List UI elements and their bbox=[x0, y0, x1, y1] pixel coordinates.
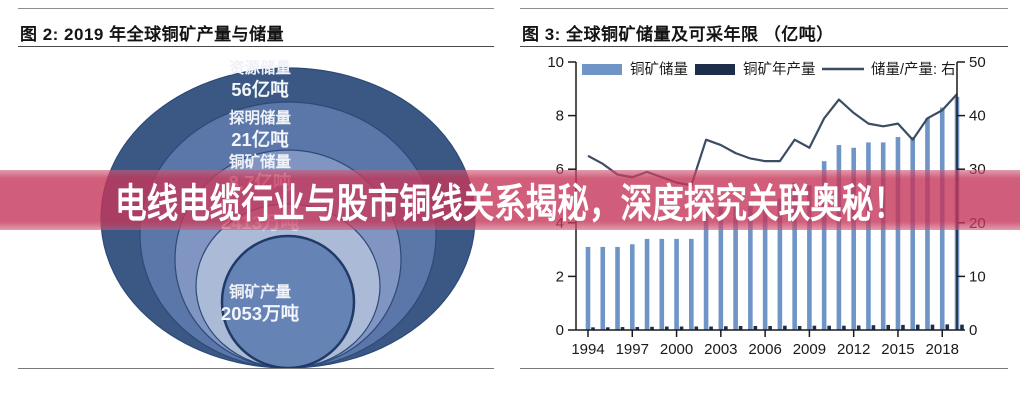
headline-banner: 电线电缆行业与股市铜线关系揭秘，深度探究关联奥秘！ bbox=[0, 170, 1020, 230]
production-bar bbox=[827, 325, 831, 330]
venn-circle-5 bbox=[220, 234, 356, 368]
production-bar bbox=[768, 325, 772, 330]
legend-swatch-reserves bbox=[582, 64, 622, 75]
x-tick-label: 2015 bbox=[881, 341, 914, 358]
reserve-bar bbox=[615, 246, 620, 330]
x-tick-label: 2006 bbox=[748, 341, 781, 358]
production-bar bbox=[797, 325, 802, 330]
reserve-bar bbox=[762, 201, 768, 330]
production-bar bbox=[709, 326, 713, 330]
right-tick-label: 50 bbox=[969, 54, 986, 71]
legend-label-ratio: 储量/产量: 右 bbox=[871, 61, 956, 78]
figure3-top-rule bbox=[520, 8, 1008, 9]
reserve-bar bbox=[674, 238, 679, 330]
reserve-bar bbox=[659, 238, 665, 330]
headline-text: 电线电缆行业与股市铜线关系揭秘，深度探究关联奥秘！ bbox=[115, 182, 905, 226]
production-bar bbox=[620, 327, 625, 330]
x-tick-label: 1994 bbox=[571, 341, 604, 358]
production-bar bbox=[856, 325, 861, 330]
venn-label-2: 探明储量 bbox=[229, 108, 292, 127]
production-bar bbox=[724, 326, 728, 330]
production-bar bbox=[945, 324, 950, 330]
production-bar bbox=[605, 327, 610, 330]
x-tick-label: 2012 bbox=[837, 341, 870, 358]
figure3-title-rule bbox=[520, 46, 1008, 47]
reserve-bar bbox=[703, 201, 709, 330]
production-bar bbox=[886, 324, 890, 330]
reserve-bar bbox=[836, 145, 842, 330]
legend-label-reserves: 铜矿储量 bbox=[630, 61, 688, 78]
reserve-bar bbox=[910, 137, 916, 330]
right-tick-label: 40 bbox=[969, 108, 986, 125]
x-tick-label: 2009 bbox=[793, 341, 826, 358]
production-bar bbox=[812, 325, 817, 330]
production-bar bbox=[679, 326, 684, 330]
venn-value-1: 56亿吨 bbox=[231, 79, 289, 100]
production-bar bbox=[650, 326, 654, 330]
venn-value-2: 21亿吨 bbox=[231, 129, 289, 150]
x-tick-label: 2003 bbox=[704, 341, 737, 358]
figure2-bottom-rule bbox=[18, 368, 494, 369]
x-tick-label: 2018 bbox=[926, 341, 959, 358]
production-bar bbox=[930, 324, 935, 330]
venn-label-1: 资源储量 bbox=[229, 58, 292, 77]
production-bar bbox=[960, 324, 964, 330]
reserve-bar bbox=[777, 198, 783, 330]
left-tick-label: 6 bbox=[556, 161, 564, 178]
reserve-bar bbox=[880, 142, 886, 330]
production-bar bbox=[694, 326, 699, 330]
figure3-title: 图 3: 全球铜矿储量及可采年限 （亿吨） bbox=[522, 25, 834, 44]
production-bar bbox=[738, 325, 743, 330]
reserve-bar bbox=[600, 246, 606, 330]
reserve-bar bbox=[807, 185, 812, 330]
reserve-bar bbox=[792, 182, 797, 330]
x-tick-label: 1997 bbox=[616, 341, 649, 358]
figure2-title-rule bbox=[18, 46, 494, 47]
reserve-bar bbox=[821, 161, 827, 330]
x-tick-label: 2000 bbox=[660, 341, 693, 358]
legend-label-production: 铜矿年产量 bbox=[743, 61, 816, 78]
production-bar bbox=[783, 325, 787, 330]
reserve-bar bbox=[895, 137, 901, 330]
production-bar bbox=[842, 325, 846, 330]
reserve-bar bbox=[866, 142, 871, 330]
left-tick-label: 10 bbox=[547, 54, 564, 71]
production-bar bbox=[915, 324, 920, 330]
left-tick-label: 8 bbox=[556, 108, 564, 125]
figure3-bottom-rule bbox=[520, 368, 1008, 369]
reserve-bar bbox=[689, 238, 694, 330]
left-tick-label: 2 bbox=[556, 268, 564, 285]
venn-label-5: 铜矿产量 bbox=[229, 282, 292, 301]
right-tick-label: 10 bbox=[969, 268, 986, 285]
reserve-bar bbox=[629, 244, 635, 330]
venn-value-5: 2053万吨 bbox=[221, 303, 300, 324]
venn-label-3: 铜矿储量 bbox=[229, 152, 292, 171]
production-bar bbox=[901, 324, 905, 330]
reserve-bar bbox=[585, 246, 591, 330]
figure2-title: 图 2: 2019 年全球铜矿产量与储量 bbox=[20, 25, 285, 44]
reserve-bar bbox=[748, 204, 753, 330]
left-tick-label: 0 bbox=[556, 322, 564, 339]
reserve-bar bbox=[733, 204, 738, 330]
legend-swatch-production bbox=[695, 64, 735, 75]
production-bar bbox=[635, 327, 640, 330]
reserve-bar bbox=[851, 147, 856, 330]
production-bar bbox=[665, 326, 669, 330]
reserve-bar bbox=[718, 204, 724, 330]
production-bar bbox=[753, 325, 758, 330]
production-bar bbox=[591, 327, 595, 330]
figure2-top-rule bbox=[18, 8, 494, 9]
reserve-bar bbox=[644, 238, 650, 330]
production-bar bbox=[871, 325, 876, 330]
right-tick-label: 0 bbox=[969, 322, 977, 339]
